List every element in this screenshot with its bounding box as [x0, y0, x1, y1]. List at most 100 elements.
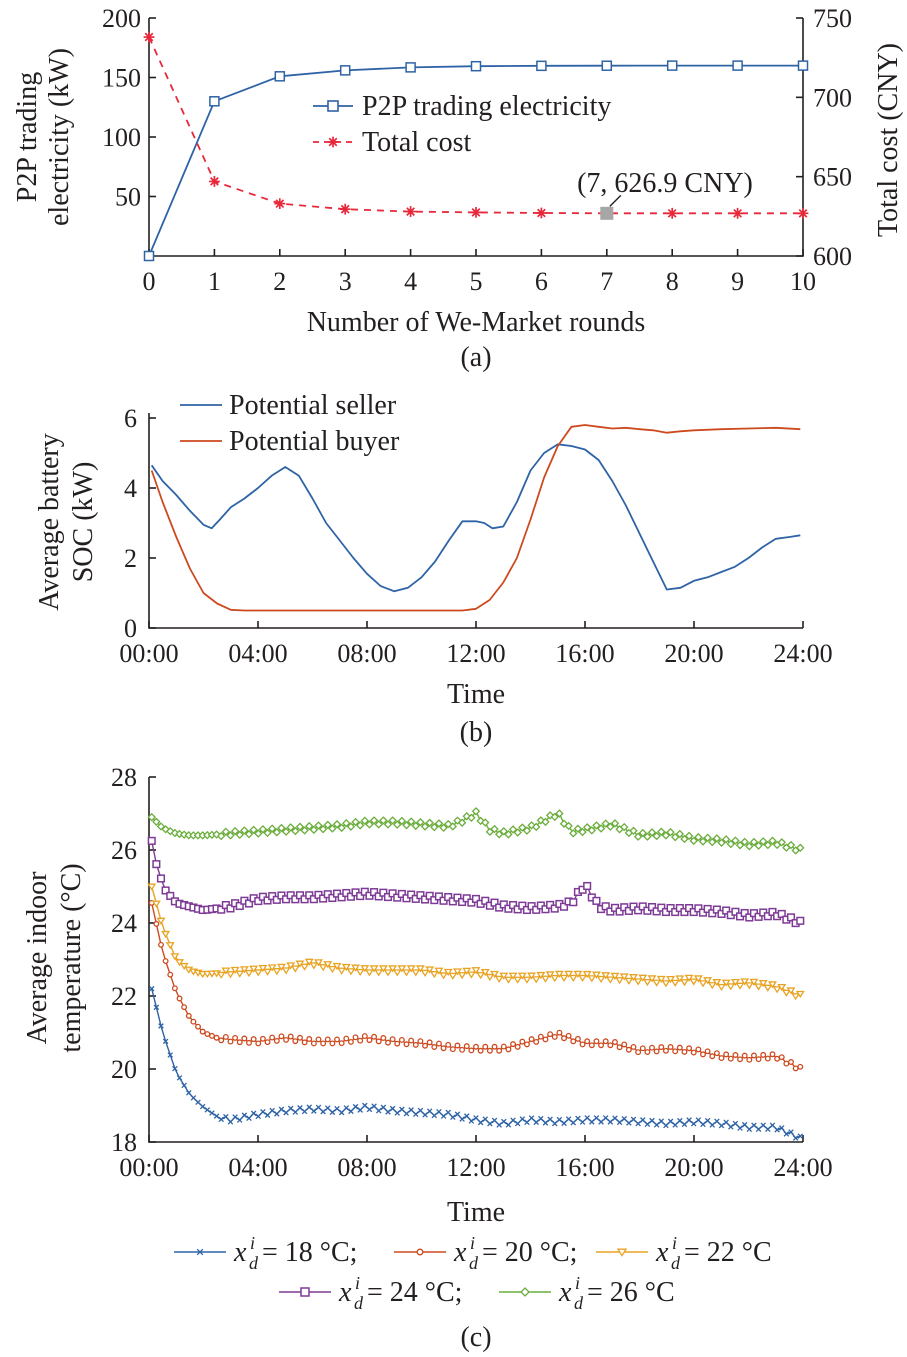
temperature-data-point — [703, 904, 712, 913]
temperature-data-point — [361, 1033, 368, 1040]
temperature-data-point — [406, 817, 416, 826]
temperature-data-point — [510, 1041, 517, 1048]
temperature-data-point — [156, 917, 166, 925]
temperature-data-point — [259, 1035, 266, 1042]
temperature-data-point — [263, 968, 273, 976]
temperature-data-point — [471, 967, 481, 975]
temperature-data-point — [754, 912, 763, 921]
temperature-data-point — [569, 829, 578, 838]
x-tick-label: 24:00 — [773, 1153, 832, 1182]
temperature-data-point — [147, 812, 156, 822]
temperature-data-point — [601, 972, 611, 980]
temperature-data-point — [783, 1131, 790, 1137]
temperature-data-point — [314, 821, 323, 830]
temperature-data-point — [213, 1113, 220, 1119]
temperature-data-point — [652, 831, 661, 841]
temperature-data-point — [657, 827, 666, 836]
temperature-data-point — [218, 1037, 225, 1044]
temperature-data-point — [426, 1039, 433, 1046]
y-right-tick-label: 650 — [813, 163, 852, 192]
x-tick-label: 00:00 — [119, 639, 178, 668]
temperature-data-point — [374, 969, 384, 977]
temperature-data-point — [208, 1032, 215, 1039]
temperature-data-point — [156, 874, 166, 883]
temperature-data-point — [737, 1125, 743, 1131]
temperature-data-point — [578, 974, 588, 982]
temperature-data-point — [750, 1052, 757, 1059]
temperature-data-point — [607, 1042, 614, 1049]
temperature-data-point — [763, 840, 773, 850]
panel-c: 00:00 04:00 08:00 12:00 16:00 20:00 24:00 18 20… — [22, 763, 833, 1353]
temperature-data-point — [346, 968, 356, 976]
temperature-data-point — [605, 976, 615, 984]
temperature-data-point — [732, 1052, 739, 1058]
temperature-data-point — [528, 1115, 535, 1121]
temperature-data-point — [394, 1110, 401, 1116]
total-cost-data-point — [405, 206, 416, 217]
temperature-data-point — [366, 1106, 373, 1113]
temperature-data-point — [218, 1116, 224, 1123]
temperature-data-point — [153, 920, 160, 927]
temperature-data-point — [473, 1043, 479, 1050]
temperature-data-point — [337, 893, 346, 902]
temperature-data-point — [453, 816, 462, 825]
temperature-data-point — [630, 1043, 637, 1050]
legend-symbol-x: x — [558, 1277, 572, 1308]
x-tick-label: 00:00 — [119, 1153, 178, 1182]
temperature-data-point — [449, 1046, 456, 1053]
x-tick-label: 08:00 — [337, 1153, 396, 1182]
temperature-data-point — [703, 977, 713, 985]
temperature-data-point — [642, 978, 652, 987]
temperature-data-point — [158, 1023, 164, 1029]
temperature-data-point — [579, 1041, 586, 1048]
temperature-data-point — [337, 823, 346, 833]
x-tick-label: 5 — [470, 267, 483, 296]
legend-symbol-superscript-i: i — [672, 1233, 677, 1253]
temperature-data-point — [239, 966, 249, 974]
temperature-data-point — [510, 1117, 516, 1124]
y-tick-label: 6 — [124, 404, 137, 433]
temperature-data-point — [718, 1055, 725, 1062]
temperature-data-point — [337, 967, 347, 975]
temperature-data-point — [329, 1040, 336, 1047]
temperature-data-point — [161, 930, 171, 939]
temperature-data-point — [255, 1040, 262, 1047]
temperature-data-point — [356, 892, 365, 901]
temperature-data-point — [727, 1055, 734, 1062]
temperature-data-point — [371, 1033, 378, 1040]
temperature-data-point — [658, 1044, 665, 1051]
temperature-data-point — [388, 965, 398, 973]
x-tick-label: 8 — [666, 267, 679, 296]
temperature-data-point — [204, 1107, 211, 1113]
temperature-data-point — [445, 1041, 452, 1048]
temperature-data-point — [494, 975, 504, 983]
temperature-data-point — [199, 1103, 206, 1110]
temperature-data-point — [417, 1038, 424, 1045]
temperature-data-point — [630, 1116, 637, 1123]
legend-label-24: = 24 °C; — [367, 1277, 462, 1308]
temperature-data-point — [656, 975, 666, 984]
temperature-data-point — [407, 890, 416, 899]
p2p-data-point — [536, 60, 547, 72]
temperature-data-point — [306, 1036, 313, 1042]
temperature-data-point — [531, 976, 541, 984]
temperature-data-point — [556, 1116, 563, 1123]
temperature-data-point — [402, 969, 411, 977]
temperature-data-point — [672, 1048, 679, 1055]
temperature-data-point — [222, 1033, 229, 1040]
temperature-data-point — [797, 1063, 804, 1070]
total-cost-data-point — [143, 31, 155, 43]
temperature-data-point — [786, 987, 796, 995]
temperature-data-point — [481, 818, 490, 827]
temperature-data-point — [722, 906, 731, 915]
seller-soc-line — [150, 443, 801, 593]
y-tick-label: 0 — [124, 614, 137, 643]
temperature-data-point — [434, 967, 444, 975]
temperature-data-point — [638, 828, 647, 838]
temperature-data-point — [712, 979, 722, 987]
temperature-data-point — [477, 1119, 484, 1126]
temperature-data-point — [514, 1043, 521, 1050]
temperature-data-point — [551, 1120, 558, 1127]
panel-b-ylabel-line1: Average battery — [34, 433, 65, 611]
temperature-data-point — [745, 913, 754, 922]
